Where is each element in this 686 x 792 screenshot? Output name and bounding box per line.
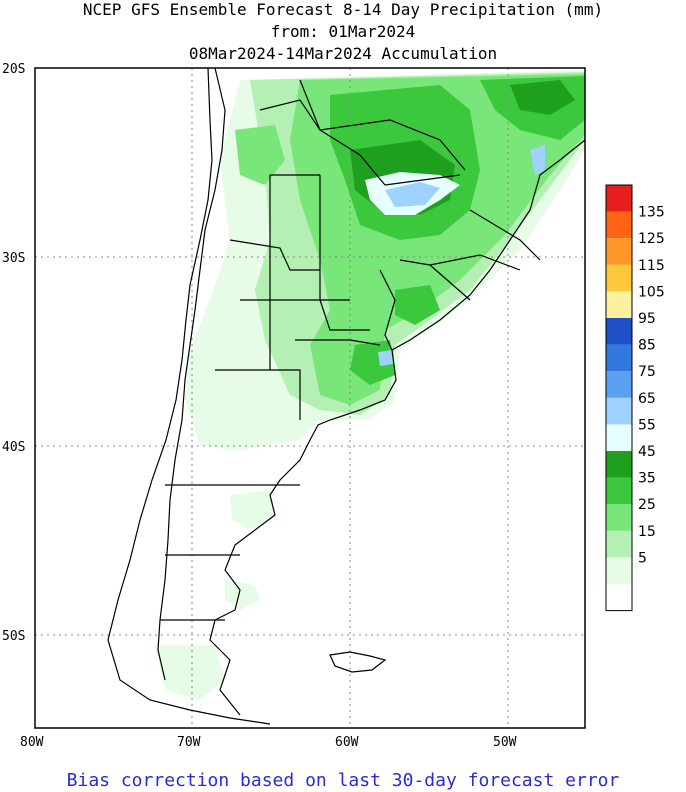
legend-swatch <box>606 185 632 212</box>
legend-label: 15 <box>638 524 656 540</box>
legend-frame <box>605 184 633 612</box>
lat-label: 40S <box>2 440 25 455</box>
precip-legend: 135 125 115 105 95 85 75 65 55 45 35 25 15 5 <box>605 184 665 612</box>
legend-swatch <box>606 584 632 611</box>
legend-swatch <box>606 504 632 531</box>
atlantic-coastline <box>209 139 586 716</box>
accumulation-period: 08Mar2024-14Mar2024 Accumulation <box>188 44 498 63</box>
map-title: NCEP GFS Ensemble Forecast 8-14 Day Prec… <box>82 0 604 19</box>
legend-label: 115 <box>638 258 665 274</box>
legend-swatch <box>606 477 632 505</box>
legend-label: 75 <box>638 364 656 380</box>
map-frame <box>34 67 586 729</box>
lon-label: 50W <box>493 735 517 750</box>
precip-65-75-area-plata <box>378 350 393 366</box>
legend-swatch <box>606 264 632 292</box>
legend-swatch <box>606 451 632 478</box>
lon-label: 70W <box>177 735 201 750</box>
legend-label: 125 <box>638 231 665 247</box>
precip-5-15-area-chubut <box>230 490 275 530</box>
bias-correction-note: Bias correction based on last 30-day for… <box>66 770 620 791</box>
legend-swatch <box>606 318 632 345</box>
precip-45-55-area-ne <box>510 80 575 115</box>
lat-lon-grid <box>35 68 585 728</box>
pacific-coastline <box>107 67 271 725</box>
legend-swatch <box>606 211 632 239</box>
legend-swatch <box>606 557 632 584</box>
precip-5-15-area-tdf <box>155 645 225 700</box>
legend-label: 135 <box>638 205 665 221</box>
legend-swatch <box>606 344 632 372</box>
lat-label: 20S <box>2 62 25 77</box>
province-borders <box>160 79 461 621</box>
legend-swatch <box>606 238 632 265</box>
legend-label: 45 <box>638 444 656 460</box>
precip-65-75-area-coast <box>530 145 545 175</box>
precip-35-45-area-uruguay <box>395 285 440 325</box>
falkland-islands <box>329 651 387 673</box>
legend-label: 55 <box>638 417 656 433</box>
lat-label: 30S <box>2 251 25 266</box>
precip-65-75-area <box>385 182 440 207</box>
andes-border <box>157 67 226 681</box>
lat-label: 50S <box>2 629 25 644</box>
forecast-init-date: from: 01Mar2024 <box>270 22 416 41</box>
lon-label: 60W <box>335 735 359 750</box>
coastlines-and-borders <box>107 67 586 725</box>
legend-label: 85 <box>638 338 656 354</box>
latitude-labels: 20S 30S 40S 50S <box>2 62 25 644</box>
legend-swatch <box>606 424 632 451</box>
legend-swatch <box>606 291 632 318</box>
legend-label: 5 <box>638 550 647 566</box>
legend-swatch <box>606 397 632 425</box>
legend-swatch <box>606 371 632 398</box>
legend-label: 95 <box>638 311 656 327</box>
legend-swatch <box>606 530 632 558</box>
legend-label: 25 <box>638 497 656 513</box>
legend-label: 35 <box>638 471 656 487</box>
longitude-labels: 80W 70W 60W 50W <box>20 735 517 750</box>
lon-label: 80W <box>20 735 44 750</box>
precip-25-35-area-west <box>235 125 285 185</box>
precip-5-15-area-patagonia <box>225 580 260 610</box>
precip-shading <box>155 70 585 700</box>
neighbor-country-borders <box>259 99 541 351</box>
precip-5-15-area-south <box>185 355 260 450</box>
legend-label: 105 <box>638 284 665 300</box>
legend-label: 65 <box>638 391 656 407</box>
